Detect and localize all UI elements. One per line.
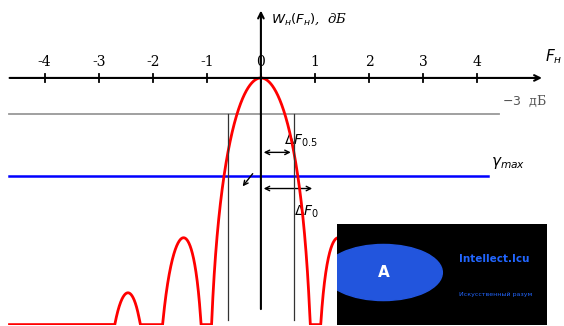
Text: 4: 4 (473, 54, 482, 68)
Text: $\Delta F_0$: $\Delta F_0$ (294, 203, 319, 220)
Text: $-3$  дБ: $-3$ дБ (501, 94, 546, 109)
Text: $\Delta F_{0.5}$: $\Delta F_{0.5}$ (284, 133, 319, 149)
Text: $\gamma_{max}$: $\gamma_{max}$ (491, 155, 525, 170)
Text: 2: 2 (365, 54, 373, 68)
Text: 0: 0 (257, 54, 265, 68)
Text: $F_н$: $F_н$ (545, 47, 562, 66)
Text: -3: -3 (92, 54, 105, 68)
Text: -1: -1 (200, 54, 214, 68)
Text: $W_н(F_н)$,  дБ: $W_н(F_н)$, дБ (271, 12, 347, 27)
Text: 1: 1 (311, 54, 319, 68)
Text: -2: -2 (146, 54, 160, 68)
Text: 3: 3 (418, 54, 428, 68)
Text: -4: -4 (38, 54, 51, 68)
